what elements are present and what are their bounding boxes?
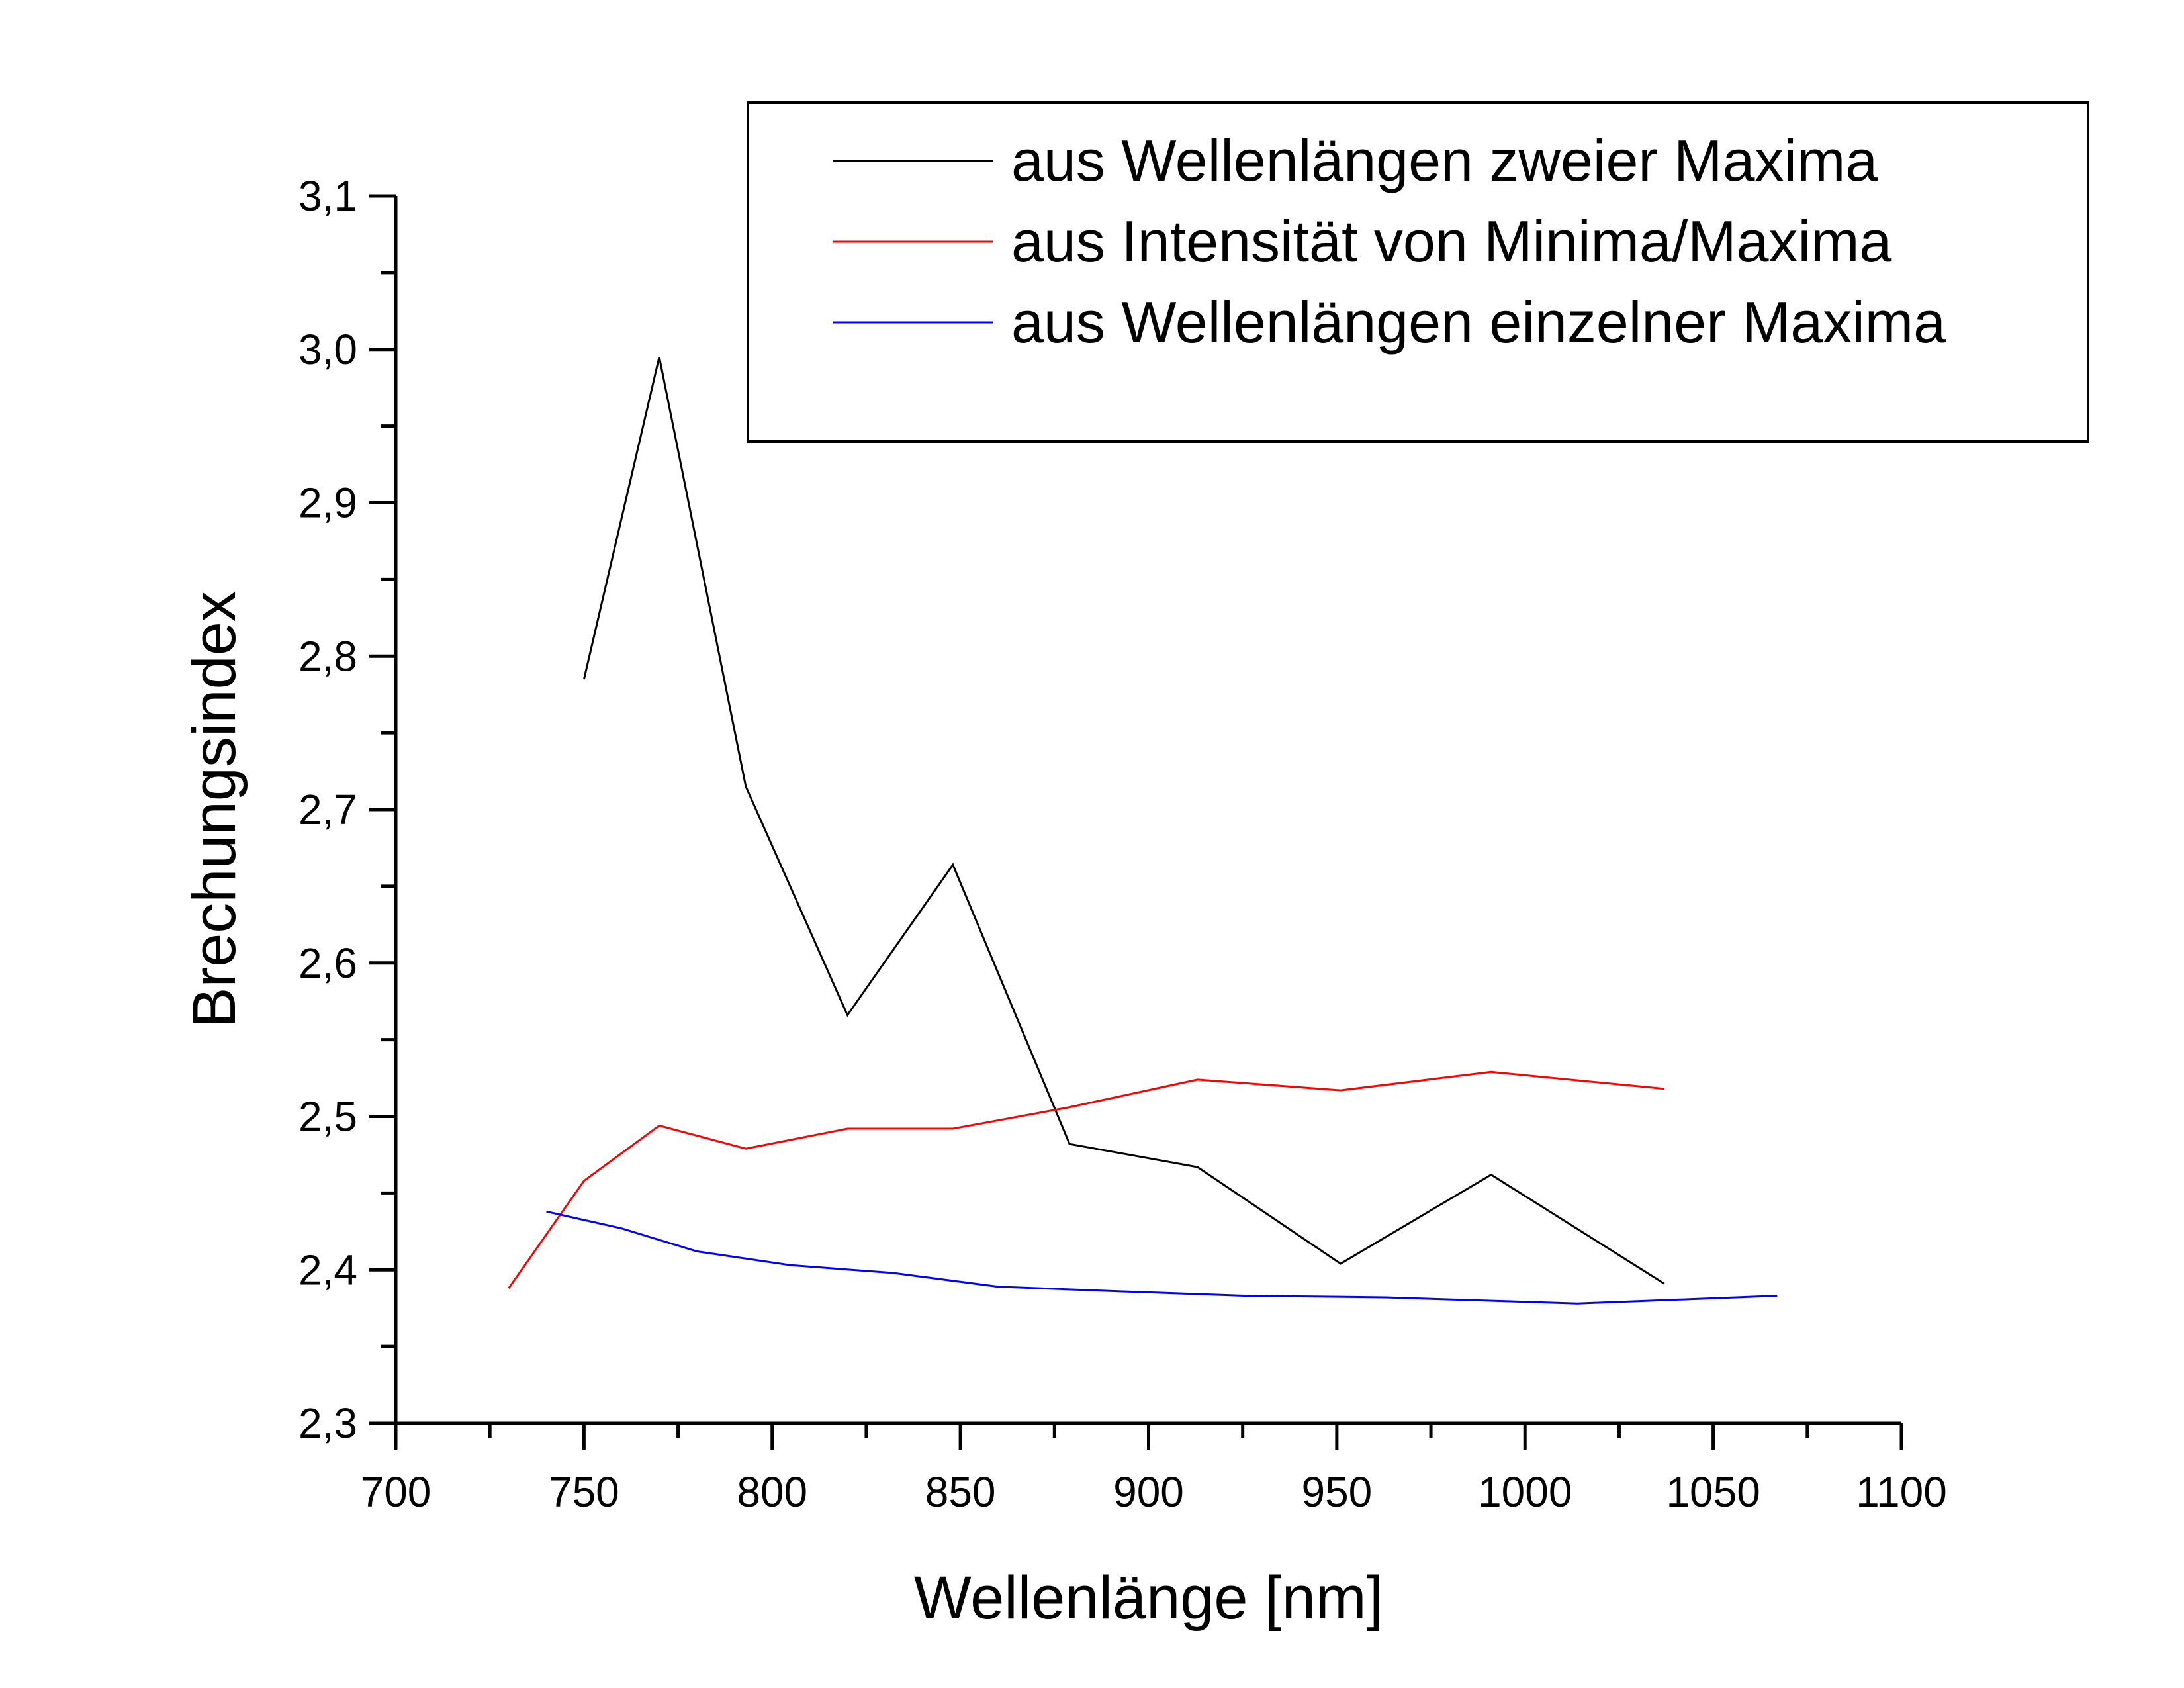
y-tick-label: 2,5: [298, 1093, 357, 1141]
x-tick-label: 750: [549, 1468, 619, 1516]
y-tick-label: 2,6: [298, 939, 357, 987]
y-axis-title: Brechungsindex: [181, 591, 248, 1028]
series-line-1: [582, 356, 1665, 1285]
legend: aus Wellenlängen zweier Maxima aus Intens…: [747, 101, 2089, 443]
legend-items: aus Wellenlängen zweier Maxima aus Intens…: [833, 128, 1946, 355]
legend-label-1: aus Wellenlängen zweier Maxima: [1011, 128, 1878, 193]
x-tick-label: 1100: [1856, 1468, 1947, 1516]
x-axis-title: Wellenlänge [nm]: [914, 1564, 1383, 1632]
x-tick-label: 950: [1301, 1468, 1372, 1516]
x-tick-label: 1050: [1666, 1468, 1760, 1516]
series-line-2: [508, 1070, 1664, 1289]
series-line-3: [546, 1210, 1778, 1305]
y-tick-label: 2,9: [298, 479, 357, 527]
y-tick-label: 2,7: [298, 786, 357, 833]
legend-label-2: aus Intensität von Minima/Maxima: [1011, 209, 1891, 274]
y-tick-label: 3,0: [298, 326, 357, 373]
x-tick-label: 800: [737, 1468, 807, 1516]
y-tick-label: 2,3: [298, 1399, 357, 1447]
x-tick-label: 900: [1113, 1468, 1184, 1516]
axes: 700 750 800 850 900 950 1000 1050 1100 2,3 2,4 2,5…: [298, 172, 1947, 1516]
y-ticks: 2,3 2,4 2,5 2,6 2,7 2,8 2,9 3,0 3,1: [298, 172, 396, 1447]
x-tick-label: 850: [925, 1468, 996, 1516]
y-tick-label: 2,4: [298, 1246, 357, 1293]
x-tick-label: 1000: [1478, 1468, 1572, 1516]
x-tick-label: 700: [361, 1468, 432, 1516]
y-tick-label: 3,1: [298, 172, 357, 220]
y-tick-label: 2,8: [298, 632, 357, 680]
legend-box: [747, 101, 2089, 443]
legend-label-3: aus Wellenlängen einzelner Maxima: [1011, 289, 1946, 355]
x-ticks: 700 750 800 850 900 950 1000 1050 1100: [361, 1423, 1947, 1516]
plot-lines: [508, 356, 1778, 1305]
